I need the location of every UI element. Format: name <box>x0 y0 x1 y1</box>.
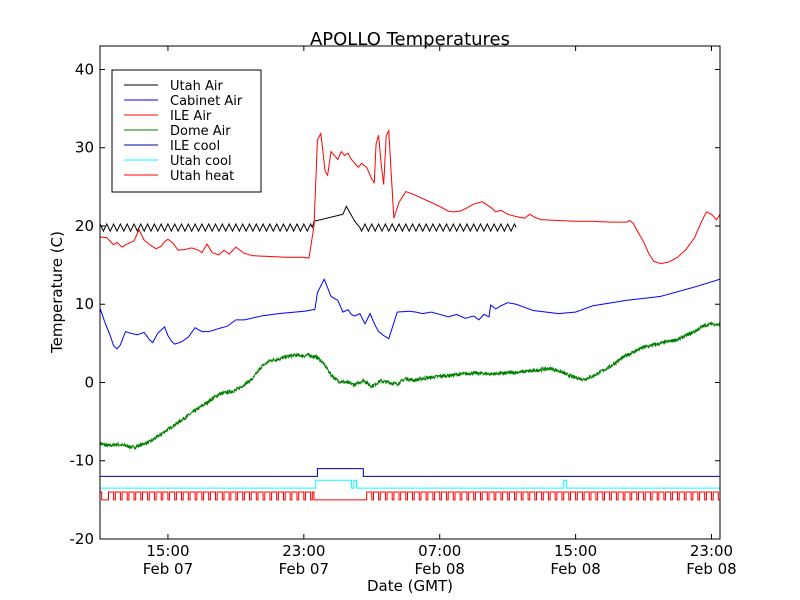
y-tick-label: 40 <box>75 60 94 78</box>
legend-label-dome-air: Dome Air <box>170 124 231 139</box>
y-tick-label: -20 <box>70 530 95 548</box>
series-line-dome-air <box>100 321 720 451</box>
series-line-utah-air <box>100 205 517 233</box>
chart-title: APOLLO Temperatures <box>310 29 510 50</box>
x-tick-time: 23:00 <box>690 542 733 560</box>
plot-frame <box>99 45 721 540</box>
y-axis-ticks: -20 -10 0 10 20 30 40 <box>70 60 720 548</box>
legend-label-ile-air: ILE Air <box>170 109 212 124</box>
y-axis-label: Temperature (C) <box>48 231 66 354</box>
x-tick-time: 23:00 <box>282 542 325 560</box>
x-tick-date: Feb 07 <box>143 560 193 578</box>
y-tick-label: 30 <box>75 139 94 157</box>
legend-label-cabinet-air: Cabinet Air <box>170 94 243 109</box>
legend-label-utah-cool: Utah cool <box>170 154 232 169</box>
y-tick-label: 10 <box>75 295 94 313</box>
series-line-utah-heat <box>100 491 720 501</box>
x-tick-date: Feb 08 <box>686 560 736 578</box>
legend-label-utah-heat: Utah heat <box>170 169 234 184</box>
legend-box <box>111 69 262 193</box>
series-line-ile-cool <box>100 468 720 477</box>
series-line-cabinet-air <box>100 277 720 350</box>
x-tick-time: 07:00 <box>418 542 461 560</box>
x-tick-date: Feb 08 <box>550 560 600 578</box>
y-tick-label: 20 <box>75 217 94 235</box>
legend-label-ile-cool: ILE cool <box>170 139 220 154</box>
x-tick-date: Feb 08 <box>415 560 465 578</box>
series-line-utah-cool <box>100 479 720 489</box>
legend-label-utah-air: Utah Air <box>170 79 223 94</box>
x-tick-time: 15:00 <box>554 542 597 560</box>
series-group <box>100 128 720 501</box>
x-tick-date: Feb 07 <box>279 560 329 578</box>
x-axis-label: Date (GMT) <box>367 577 453 595</box>
series-line-ile-air <box>100 128 720 264</box>
y-tick-label: 0 <box>84 373 94 391</box>
y-tick-label: -10 <box>70 452 95 470</box>
x-tick-time: 15:00 <box>146 542 189 560</box>
